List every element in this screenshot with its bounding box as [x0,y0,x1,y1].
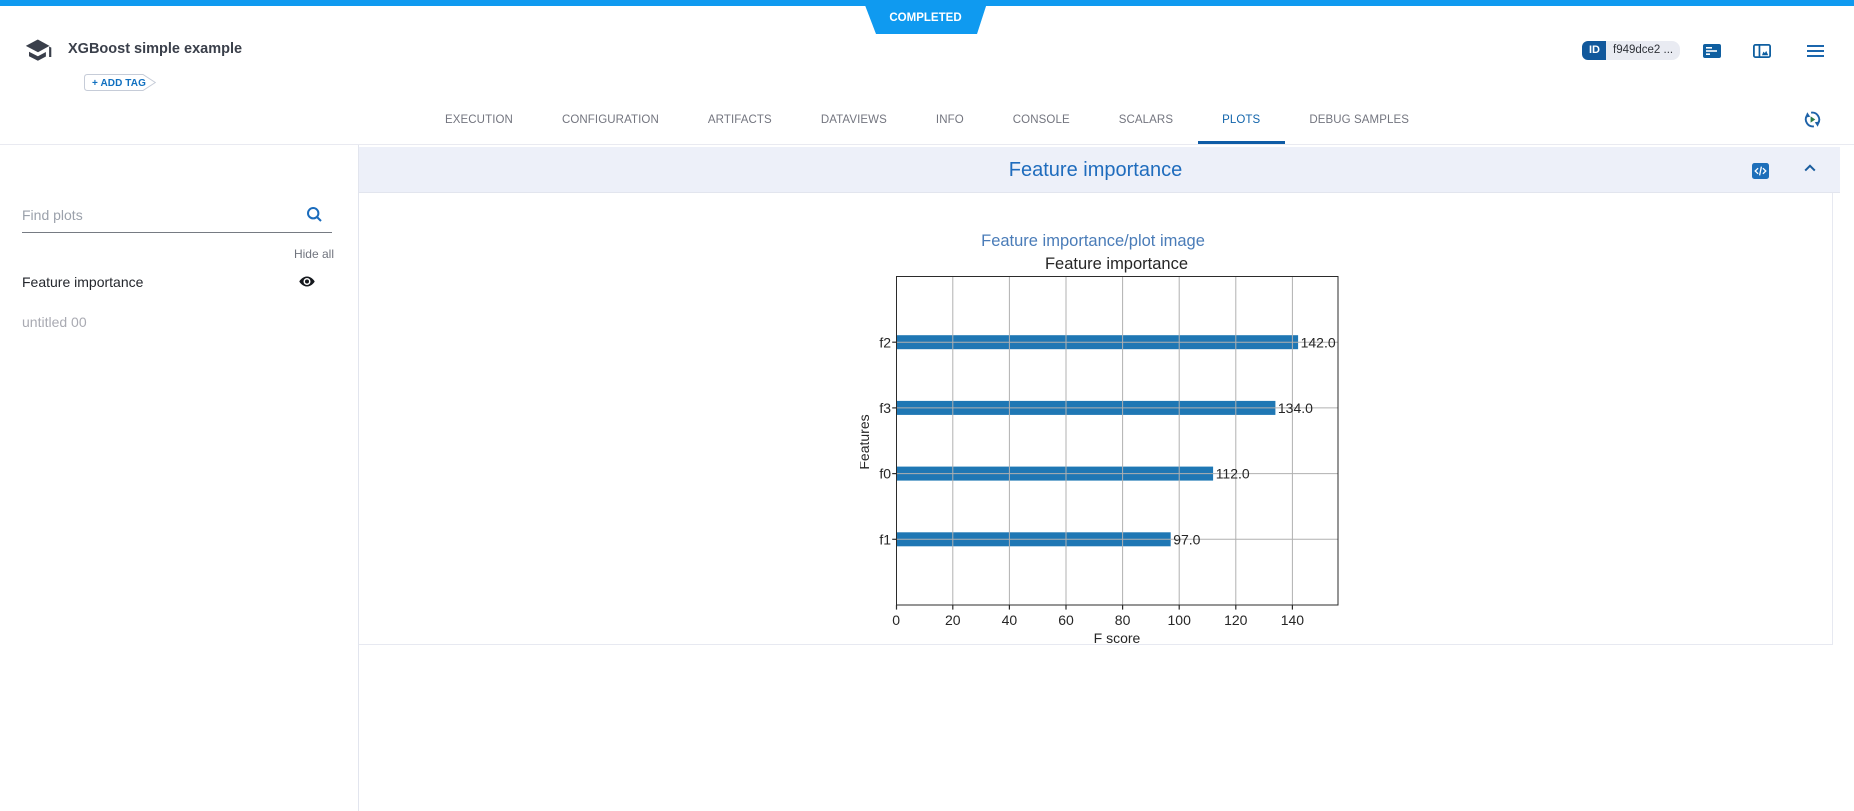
svg-text:Features: Features [860,414,872,469]
svg-text:F score: F score [1094,630,1141,646]
svg-text:120: 120 [1224,612,1248,628]
svg-text:142.0: 142.0 [1301,334,1336,350]
svg-text:f3: f3 [879,400,891,416]
svg-text:f2: f2 [879,334,891,350]
svg-text:20: 20 [945,612,961,628]
svg-text:60: 60 [1058,612,1074,628]
svg-text:Feature importance: Feature importance [1045,255,1188,273]
svg-text:f1: f1 [879,531,891,547]
svg-text:97.0: 97.0 [1173,531,1200,547]
svg-text:40: 40 [1002,612,1018,628]
svg-text:100: 100 [1168,612,1192,628]
svg-text:134.0: 134.0 [1278,400,1313,416]
svg-text:0: 0 [892,612,900,628]
svg-text:80: 80 [1115,612,1131,628]
svg-text:f0: f0 [879,466,891,482]
svg-text:140: 140 [1281,612,1305,628]
svg-text:+ ADD TAG: + ADD TAG [92,78,146,89]
svg-text:112.0: 112.0 [1216,466,1250,482]
